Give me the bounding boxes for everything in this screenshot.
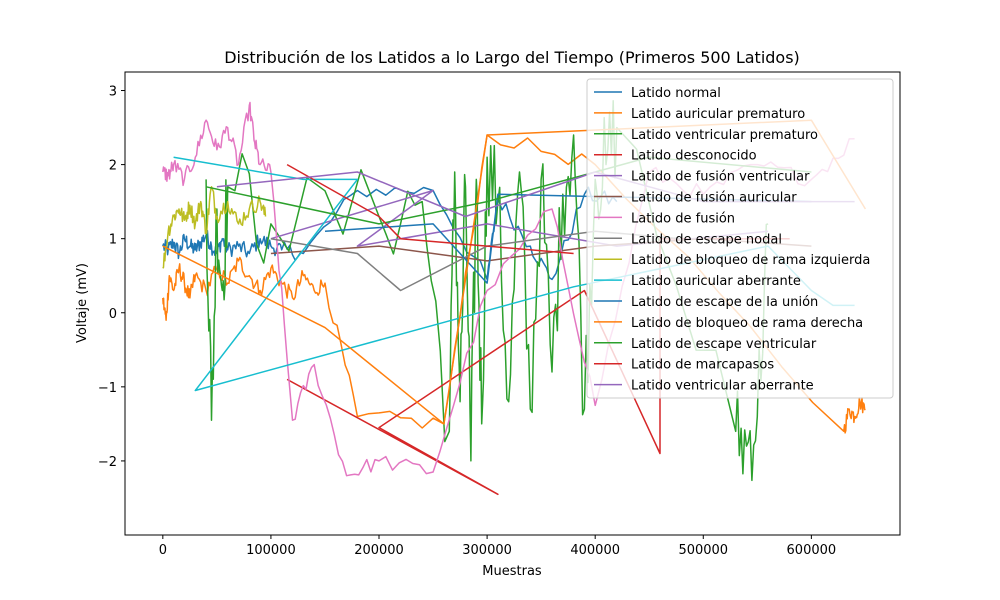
y-axis: −2 −1 0 1 2 3 — [98, 85, 125, 470]
x-axis: 0 100000 200000 300000 400000 500000 600000 — [159, 535, 836, 558]
y-tick-label: 3 — [109, 85, 117, 100]
x-tick-label: 100000 — [246, 543, 296, 558]
plot-frame — [124, 71, 901, 536]
legend-label: Latido de bloqueo de rama izquierda — [631, 253, 870, 268]
legend-label: Latido desconocido — [631, 149, 757, 164]
legend-label: Latido de bloqueo de rama derecha — [631, 316, 863, 331]
legend: Latido normal Latido auricular prematuro L… — [586, 78, 894, 399]
legend-label: Latido auricular prematuro — [631, 107, 805, 122]
y-axis-label: Voltaje (mV) — [75, 263, 90, 343]
y-tick-label: −2 — [98, 455, 117, 470]
legend-label: Latido de escape ventricular — [631, 337, 817, 352]
legend-label: Latido normal — [631, 86, 721, 101]
x-tick-label: 0 — [159, 543, 167, 558]
x-tick-label: 500000 — [678, 543, 728, 558]
legend-label: Latido de escape de la unión — [631, 295, 818, 310]
y-tick-label: 0 — [109, 307, 117, 322]
legend-label: Latido de fusión auricular — [631, 191, 797, 206]
legend-label: Latido ventricular aberrante — [631, 379, 814, 394]
legend-label: Latido de escape nodal — [631, 232, 782, 247]
legend-label: Latido auricular aberrante — [631, 274, 801, 289]
series-line-13 — [286, 163, 574, 255]
x-tick-label: 200000 — [354, 543, 404, 558]
x-tick-label: 300000 — [462, 543, 512, 558]
x-tick-label: 400000 — [570, 543, 620, 558]
legend-label: Latido de fusión ventricular — [631, 170, 810, 185]
x-axis-label: Muestras — [482, 564, 542, 579]
x-tick-label: 600000 — [787, 543, 837, 558]
y-tick-label: −1 — [98, 381, 117, 396]
legend-label: Latido de fusión — [631, 211, 735, 226]
legend-label: Latido de marcapasos — [631, 358, 774, 373]
legend-label: Latido ventricular prematuro — [631, 128, 818, 143]
legend-box — [586, 78, 894, 399]
chart-title: Distribución de los Latidos a lo Largo d… — [224, 48, 800, 67]
series-line-8 — [162, 186, 267, 269]
y-tick-label: 1 — [109, 233, 117, 248]
y-tick-label: 2 — [109, 159, 117, 174]
